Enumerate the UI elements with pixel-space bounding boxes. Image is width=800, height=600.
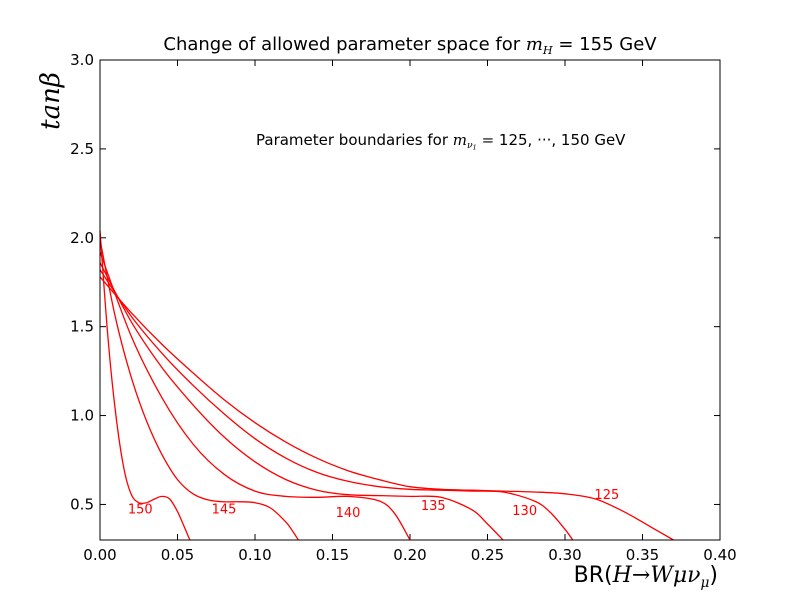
annotation-suffix: 125, ···, 150 GeV [498,131,626,149]
annotation-math-subsub: 1 [472,143,477,152]
annotation-equals: = [476,131,499,149]
series-line-125 [99,276,674,541]
plot-frame [99,59,721,541]
chart-title-suffix: = 155 GeV [552,34,657,55]
y-tick-label: 2.0 [70,229,94,247]
y-axis-label: tanβ [35,72,66,130]
annotation-prefix: Parameter boundaries for [256,131,453,149]
series-label-150: 150 [128,502,153,517]
series-lines [99,230,674,541]
y-tick-label: 3.0 [70,51,94,69]
x-axis-label-suffix: ) [709,563,718,588]
x-tick-label: 0.30 [548,546,581,564]
x-axis-label-math: H→Wμν [612,563,701,588]
chart-title-prefix: Change of allowed parameter space for [163,34,526,55]
series-label-140: 140 [336,506,361,521]
x-tick-label: 0.20 [393,546,426,564]
chart-title-math-sub: H [542,43,553,57]
series-label-135: 135 [421,499,446,514]
y-tick-label: 2.5 [70,140,94,158]
x-tick-label: 0.05 [161,546,194,564]
series-labels: 125 130 135 140 145 150 [128,488,619,521]
y-tick-label: 1.5 [70,318,94,336]
x-axis-label-math-sub: μ [700,574,710,591]
y-tick-label: 0.5 [70,495,94,513]
annotation-math-sub: ν [467,140,473,152]
x-tick-label: 0.00 [83,546,116,564]
series-line-140 [99,251,411,541]
chart-title-math-base: m [525,34,543,55]
axis-ticks: 0.00 0.05 0.10 0.15 0.20 0.25 0.30 0.35 0.40 0.5 1… [70,51,737,564]
chart-title-math: mH [525,34,553,57]
parameter-annotation: Parameter boundaries for mν1 = 125, ···,… [256,131,625,152]
y-tick-label: 1.0 [70,407,94,425]
annotation-math: mν1 = [452,131,499,152]
series-line-150 [99,230,191,541]
series-line-130 [99,269,574,541]
series-label-145: 145 [212,502,237,517]
x-tick-label: 0.10 [238,546,271,564]
x-tick-label: 0.15 [316,546,349,564]
x-axis-label: BR(H→Wμνμ) [574,563,718,591]
series-label-130: 130 [512,504,537,519]
x-axis-label-prefix: BR( [573,563,613,588]
annotation-math-base: m [452,131,468,149]
x-tick-label: 0.25 [471,546,504,564]
chart-title: Change of allowed parameter space for mH… [100,34,720,57]
series-line-135 [99,262,504,541]
x-tick-label: 0.35 [626,546,659,564]
series-label-125: 125 [594,488,619,503]
series-line-145 [99,239,299,541]
x-tick-label: 0.40 [703,546,736,564]
